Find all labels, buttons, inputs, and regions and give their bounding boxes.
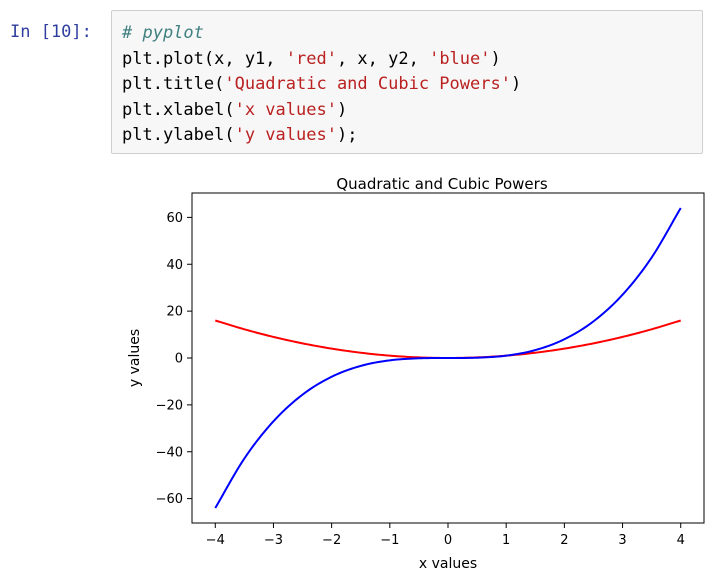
code-token: 'y values' (234, 125, 337, 145)
code-token: ) (336, 99, 348, 120)
x-tick-label: 4 (677, 533, 685, 548)
code-token: plt.title( (122, 74, 225, 94)
code-token: 'blue' (429, 48, 491, 69)
code-line: # pyplot (122, 21, 702, 47)
x-ticks: −4 −3 −2 −1 0 1 2 3 4 (206, 523, 685, 548)
code-token: ); (336, 125, 358, 145)
code-token: 'Quadratic and Cubic Powers' (224, 74, 511, 94)
code-line: plt.ylabel('y values'); (122, 123, 702, 149)
code-token: ) (490, 48, 501, 69)
x-tick-label: 0 (444, 533, 452, 548)
x-tick-label: −2 (322, 533, 341, 548)
y-tick-label: 20 (166, 305, 183, 320)
y-tick-label: −60 (156, 492, 183, 507)
y-tick-label: 60 (166, 211, 183, 226)
code-token: 'x values' (234, 99, 337, 120)
series-line-y2 (214, 207, 682, 509)
code-line: plt.xlabel('x values') (122, 98, 702, 124)
code-token: 'red' (285, 48, 337, 69)
line-chart: −4 −3 −2 −1 0 1 2 3 4 −60 −40 −20 0 20 40 60 Quadratic… (127, 175, 705, 572)
code-token: # pyplot (122, 23, 204, 43)
code-line: plt.title('Quadratic and Cubic Powers') (122, 72, 702, 98)
code-token: ) (510, 74, 522, 94)
x-tick-label: 2 (560, 533, 568, 548)
code-line: plt.plot(x, y1, 'red', x, y2, 'blue') (122, 47, 702, 73)
x-tick-label: −1 (380, 533, 399, 548)
y-tick-label: 0 (175, 352, 183, 367)
cell-output: −4 −3 −2 −1 0 1 2 3 4 −60 −40 −20 0 20 40 60 Quadratic… (111, 165, 707, 578)
code-token: plt.ylabel( (122, 125, 235, 145)
code-token: plt.plot(x, y1, (122, 48, 286, 69)
cell-prompt: In [10]: (10, 22, 92, 42)
series-layer (214, 207, 682, 509)
code-token: plt.xlabel( (122, 99, 235, 120)
y-tick-label: 40 (166, 258, 183, 273)
x-tick-label: 1 (502, 533, 510, 548)
code-cell-input[interactable]: # pyplot plt.plot(x, y1, 'red', x, y2, 'b… (111, 10, 703, 154)
code-token: , x, y2, (336, 48, 430, 69)
chart-title: Quadratic and Cubic Powers (336, 175, 547, 193)
x-tick-label: −4 (206, 533, 225, 548)
y-axis-label: y values (127, 329, 143, 387)
x-tick-label: 3 (618, 533, 626, 548)
y-tick-label: −40 (156, 445, 183, 460)
x-axis-label: x values (419, 556, 477, 572)
y-tick-label: −20 (156, 398, 183, 413)
y-ticks: −60 −40 −20 0 20 40 60 (156, 211, 192, 507)
x-tick-label: −3 (264, 533, 283, 548)
